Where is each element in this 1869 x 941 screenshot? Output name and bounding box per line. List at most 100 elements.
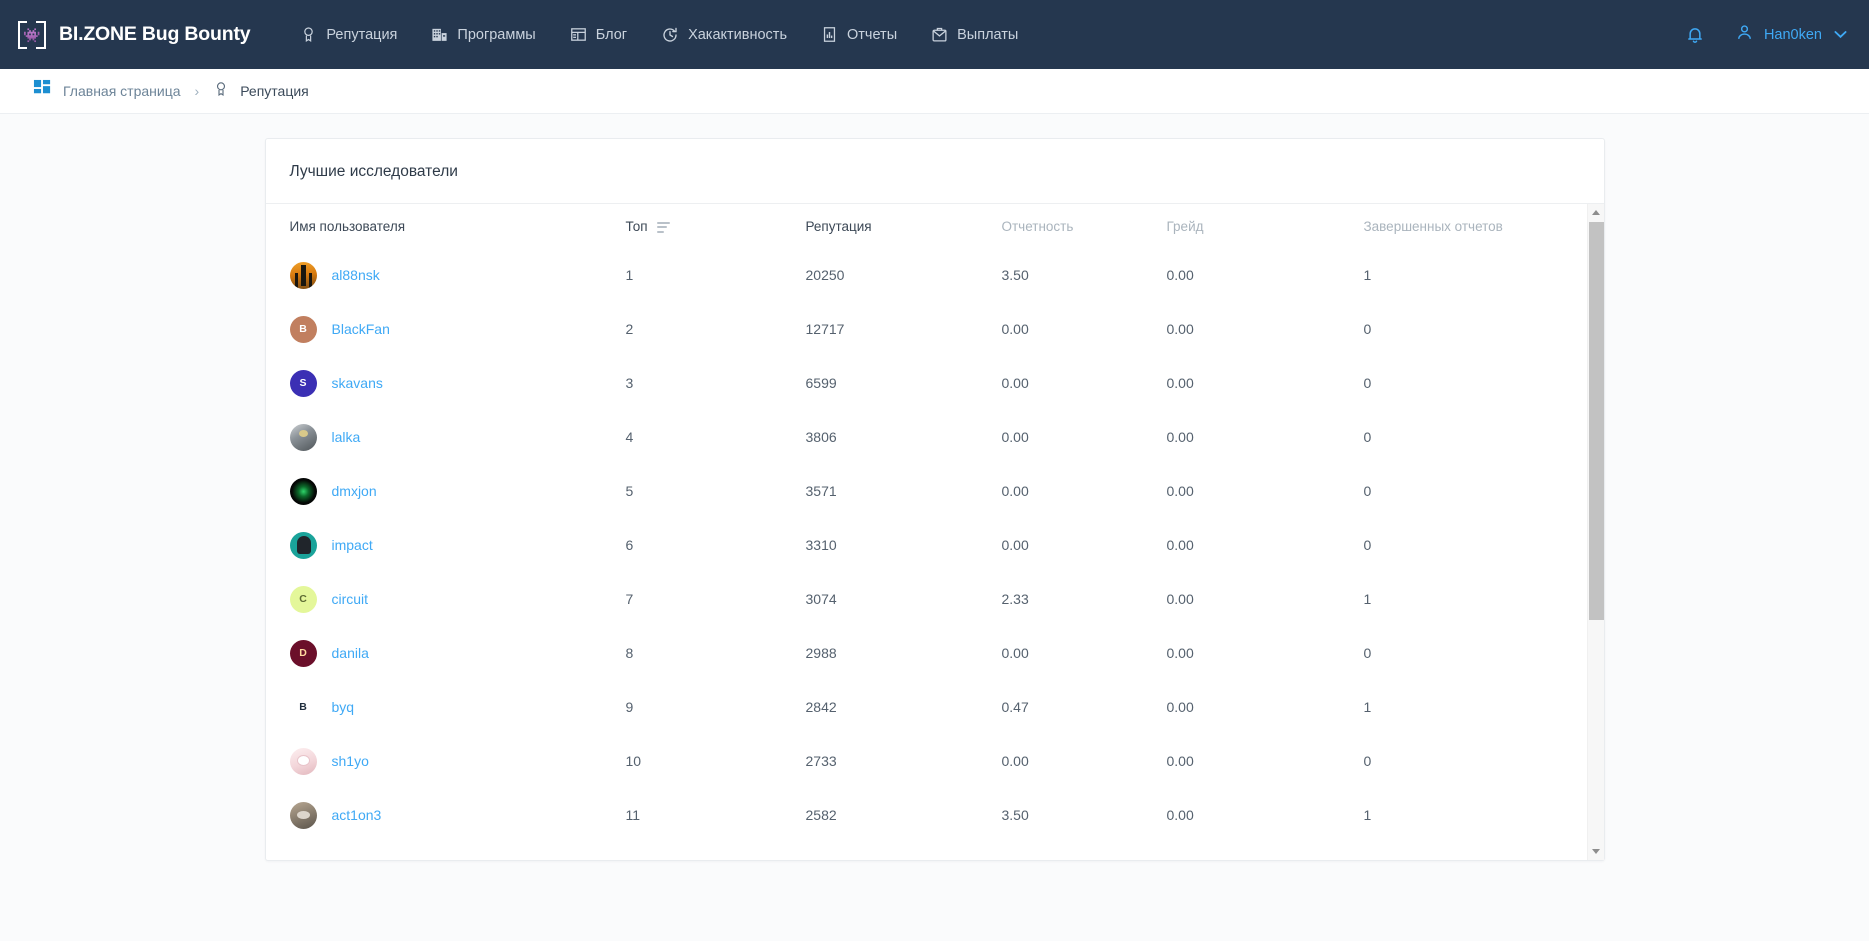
- nav-item-reports[interactable]: Отчеты: [821, 26, 897, 43]
- cell-completed-reports: 0: [1363, 753, 1372, 769]
- card-title: Лучшие исследователи: [265, 139, 1604, 204]
- table-scrollbar[interactable]: [1586, 204, 1604, 860]
- cell-completed-reports: 0: [1363, 645, 1372, 661]
- nav-item-payouts[interactable]: Выплаты: [931, 26, 1018, 43]
- cell-reputation: 2988: [805, 645, 837, 661]
- breadcrumb-item-home[interactable]: Главная страница: [33, 79, 181, 103]
- cell-username: sh1yo: [266, 734, 626, 788]
- chevron-down-icon: [1834, 27, 1847, 42]
- avatar: [289, 531, 317, 559]
- nav-item-reputation[interactable]: Репутация: [300, 26, 397, 43]
- cell-reputation: 6599: [805, 375, 837, 391]
- cell-username: lalka: [266, 410, 626, 464]
- cell-reporting: 0.00: [1001, 375, 1029, 391]
- user-name: Han0ken: [1763, 26, 1822, 43]
- table-scroll-region: Имя пользователя Топ Репутация Отчетност…: [266, 204, 1604, 860]
- cell-username: Ppisarenko: [266, 842, 626, 860]
- cell-completed-reports: 0: [1363, 429, 1372, 445]
- cell-completed-reports: 0: [1363, 321, 1372, 337]
- avatar: P: [290, 856, 317, 861]
- cell-grade: 0.00: [1166, 483, 1194, 499]
- cell-reputation: 3571: [805, 483, 837, 499]
- username-link[interactable]: impact: [331, 537, 373, 553]
- cell-grade: 0.00: [1166, 267, 1194, 283]
- column-header-grade[interactable]: Грейд: [1167, 204, 1364, 248]
- table-header: Имя пользователя Топ Репутация Отчетност…: [266, 204, 1604, 248]
- cell-grade: 0.00: [1166, 753, 1194, 769]
- column-header-username[interactable]: Имя пользователя: [266, 204, 626, 248]
- nav-item-programs[interactable]: Программы: [431, 26, 536, 43]
- username-link[interactable]: danila: [331, 645, 369, 661]
- cell-reporting: 0.00: [1001, 753, 1029, 769]
- username-link[interactable]: BlackFan: [331, 321, 390, 337]
- username-link[interactable]: circuit: [331, 591, 369, 607]
- cell-top: 8: [625, 645, 634, 661]
- user-menu[interactable]: Han0ken: [1735, 23, 1847, 46]
- main-nav: Репутация Программы Блог: [300, 26, 1018, 44]
- breadcrumb-current-label: Репутация: [240, 83, 309, 99]
- username-link[interactable]: sh1yo: [331, 753, 369, 769]
- bell-icon[interactable]: [1685, 25, 1705, 45]
- cell-username: act1on3: [266, 788, 626, 842]
- main-content: Лучшие исследователи Имя пользователя То…: [0, 114, 1869, 940]
- cell-grade: 0.00: [1166, 321, 1194, 337]
- leaderboard-table: Имя пользователя Топ Репутация Отчетност…: [266, 204, 1604, 860]
- cell-top: 6: [625, 537, 634, 553]
- scrollbar-thumb[interactable]: [1588, 222, 1604, 620]
- nav-label: Репутация: [326, 26, 398, 43]
- column-header-reporting[interactable]: Отчетность: [1002, 204, 1167, 248]
- avatar: [289, 801, 317, 829]
- username-link[interactable]: byq: [331, 699, 355, 715]
- breadcrumb: Главная страница › Репутация: [0, 69, 1869, 114]
- cell-reporting: 3.50: [1001, 267, 1029, 283]
- nav-label: Отчеты: [847, 26, 898, 43]
- cell-username: dmxjon: [266, 464, 626, 518]
- nav-item-blog[interactable]: Блог: [570, 26, 627, 43]
- table-header-row: Имя пользователя Топ Репутация Отчетност…: [266, 204, 1604, 248]
- cell-top: 1: [625, 267, 634, 283]
- column-header-completed-reports[interactable]: Завершенных отчетов: [1364, 204, 1604, 248]
- cell-reporting: 0.00: [1001, 483, 1029, 499]
- nav-label: Блог: [595, 26, 628, 43]
- sort-descending-icon[interactable]: [657, 221, 671, 233]
- column-label: Топ: [625, 219, 648, 234]
- top-researchers-card: Лучшие исследователи Имя пользователя То…: [264, 138, 1605, 861]
- cell-reporting: 7.00: [1002, 842, 1167, 860]
- brand-logo[interactable]: 👾 BI.ZONE Bug Bounty: [18, 19, 251, 50]
- cell-reporting: 2.33: [1001, 591, 1029, 607]
- scroll-down-arrow-icon[interactable]: [1588, 843, 1604, 860]
- username-link[interactable]: act1on3: [331, 807, 382, 823]
- cell-username: B BlackFan: [266, 302, 626, 356]
- column-header-top[interactable]: Топ: [626, 204, 806, 248]
- column-label: Грейд: [1166, 219, 1204, 234]
- table-row: al88nsk 1 20250 3.50 0.00 1: [266, 248, 1604, 302]
- table-row: act1on3 11 2582 3.50 0.00 1: [266, 788, 1604, 842]
- cell-top: 10: [625, 753, 642, 769]
- username-link[interactable]: dmxjon: [331, 483, 377, 499]
- user-icon: [1735, 23, 1754, 46]
- username-link[interactable]: al88nsk: [331, 267, 380, 283]
- cell-grade: 0.00: [1166, 645, 1194, 661]
- cell-reporting: 0.00: [1001, 645, 1029, 661]
- scroll-up-arrow-icon[interactable]: [1588, 204, 1604, 221]
- breadcrumb-item-current: Репутация: [213, 81, 309, 102]
- cell-top: 9: [625, 699, 634, 715]
- cell-grade: 0.00: [1166, 699, 1194, 715]
- avatar: [289, 747, 317, 775]
- username-link[interactable]: lalka: [331, 429, 361, 445]
- cell-completed-reports: 1: [1363, 267, 1372, 283]
- cell-grade: 0.00: [1166, 591, 1194, 607]
- username-link[interactable]: skavans: [331, 375, 383, 391]
- avatar: [289, 423, 317, 451]
- column-header-reputation[interactable]: Репутация: [806, 204, 1002, 248]
- cell-reputation: 2536: [806, 842, 1002, 860]
- nav-item-hacktivity[interactable]: Хакактивность: [661, 26, 787, 44]
- breadcrumb-home-label[interactable]: Главная страница: [63, 83, 181, 99]
- dashboard-grid-icon: [33, 79, 52, 103]
- cell-top: 11: [625, 807, 641, 823]
- cell-completed-reports: 1: [1363, 699, 1372, 715]
- cell-completed-reports: 0: [1363, 483, 1372, 499]
